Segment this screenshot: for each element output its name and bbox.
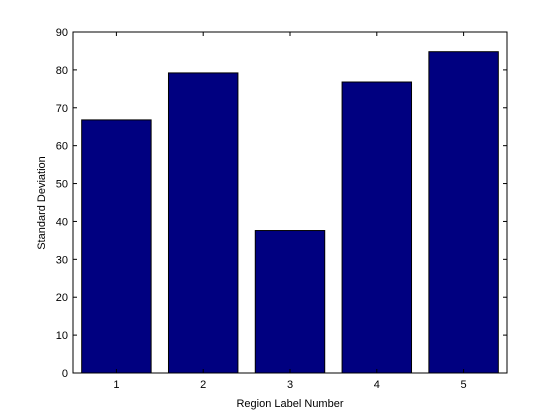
x-tick-label-5: 5 (461, 379, 467, 391)
x-tick-label-2: 2 (200, 379, 206, 391)
y-axis-ticks: 0 10 20 30 40 50 60 70 80 90 (56, 27, 507, 380)
y-tick-label-50: 50 (56, 179, 68, 191)
y-tick-label-80: 80 (56, 65, 68, 77)
bars-group (81, 51, 499, 374)
y-tick-label-90: 90 (56, 27, 68, 39)
x-tick-label-1: 1 (113, 379, 119, 391)
x-axis-label: Region Label Number (236, 398, 343, 410)
y-axis-label: Standard Deviation (36, 156, 48, 250)
y-tick-label-30: 30 (56, 254, 68, 266)
y-tick-label-60: 60 (56, 141, 68, 153)
bar-4 (341, 81, 413, 374)
x-axis-ticks: 1 2 3 4 5 (113, 32, 467, 391)
y-tick-label-70: 70 (56, 103, 68, 115)
y-tick-label-0: 0 (62, 368, 68, 380)
y-tick-label-20: 20 (56, 292, 68, 304)
bar-2 (167, 72, 239, 374)
bar-5 (428, 51, 499, 374)
bar-1 (81, 119, 152, 374)
y-tick-label-40: 40 (56, 216, 68, 228)
x-tick-label-4: 4 (374, 379, 380, 391)
x-tick-label-3: 3 (287, 379, 293, 391)
y-tick-label-10: 10 (56, 330, 68, 342)
bar-3 (254, 230, 326, 374)
